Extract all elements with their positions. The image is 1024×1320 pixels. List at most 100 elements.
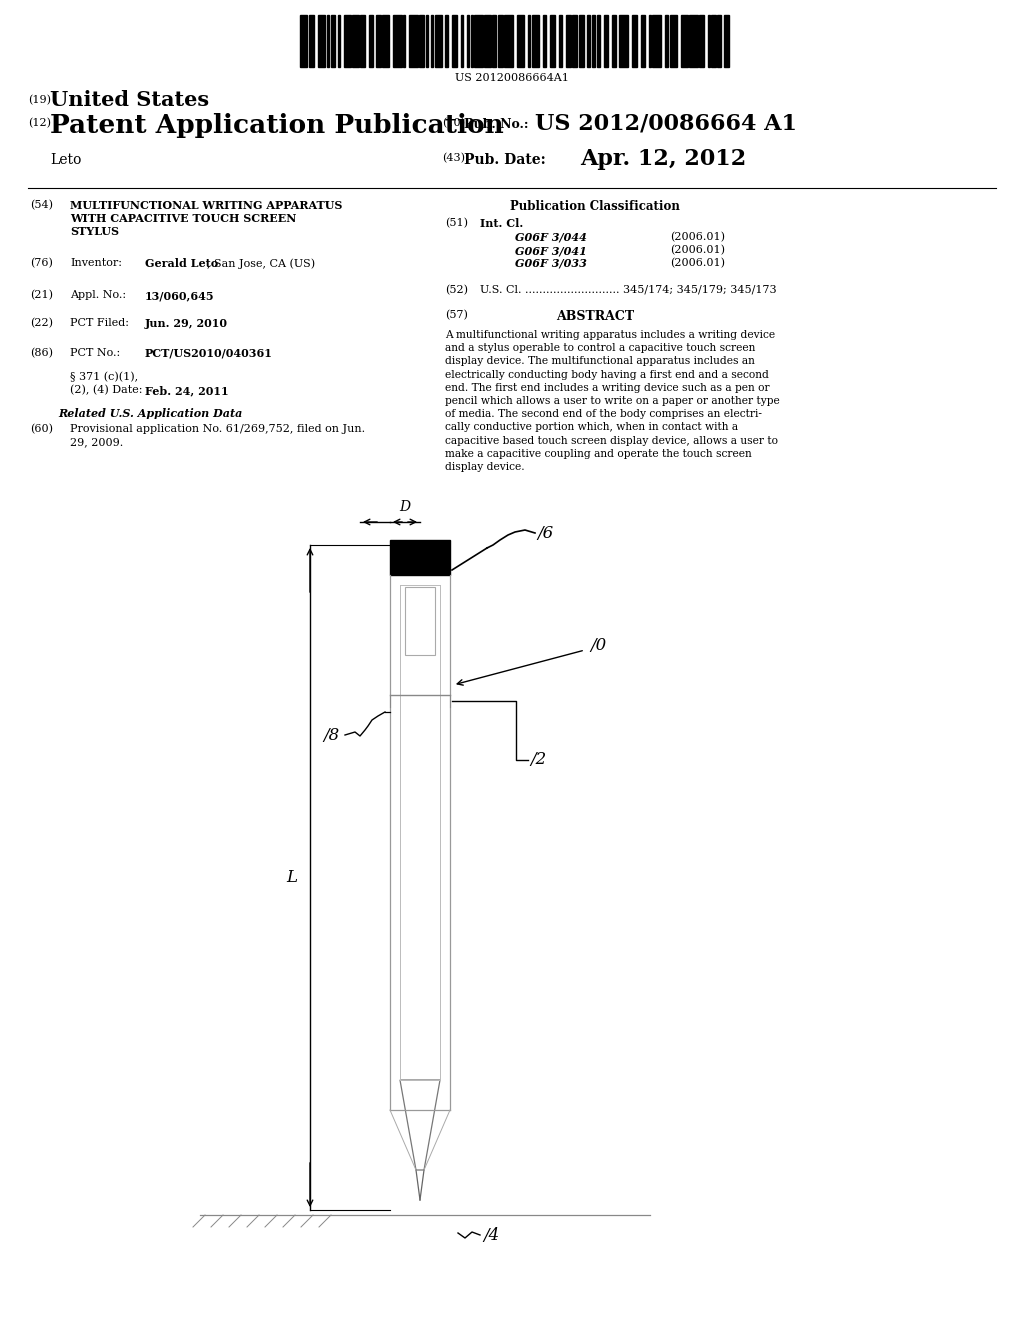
- Bar: [618, 15, 628, 67]
- Text: (21): (21): [30, 290, 53, 301]
- Bar: [426, 15, 428, 67]
- Bar: [604, 15, 608, 67]
- Text: Inventor:: Inventor:: [70, 257, 122, 268]
- Bar: [327, 15, 329, 67]
- Bar: [471, 15, 473, 67]
- Text: (57): (57): [445, 310, 468, 321]
- Bar: [592, 15, 595, 67]
- Bar: [403, 15, 406, 67]
- Text: /2: /2: [530, 751, 546, 768]
- Text: Related U.S. Application Data: Related U.S. Application Data: [57, 408, 243, 418]
- Text: Publication Classification: Publication Classification: [510, 201, 680, 213]
- Bar: [543, 15, 546, 67]
- Text: (43): (43): [442, 153, 465, 164]
- Text: Patent Application Publication: Patent Application Publication: [50, 114, 504, 139]
- Bar: [390, 540, 450, 576]
- Bar: [652, 15, 662, 67]
- Bar: [445, 15, 449, 67]
- Bar: [467, 15, 469, 67]
- Bar: [318, 15, 325, 67]
- Bar: [689, 15, 698, 67]
- Text: (22): (22): [30, 318, 53, 329]
- Text: G06F 3/044: G06F 3/044: [515, 232, 587, 243]
- Text: US 2012/0086664 A1: US 2012/0086664 A1: [535, 114, 797, 135]
- Text: display device.: display device.: [445, 462, 524, 473]
- Bar: [550, 15, 555, 67]
- Bar: [344, 15, 351, 67]
- Text: /8: /8: [324, 726, 340, 743]
- Bar: [681, 15, 688, 67]
- Bar: [579, 15, 584, 67]
- Text: PCT/US2010/040361: PCT/US2010/040361: [145, 348, 272, 359]
- Text: end. The first end includes a writing device such as a pen or: end. The first end includes a writing de…: [445, 383, 770, 393]
- Text: (19): (19): [28, 95, 51, 106]
- Bar: [331, 15, 335, 67]
- Text: Int. Cl.: Int. Cl.: [480, 218, 523, 228]
- Bar: [382, 15, 389, 67]
- Bar: [670, 15, 677, 67]
- Bar: [632, 15, 637, 67]
- Bar: [717, 15, 721, 67]
- Text: Apr. 12, 2012: Apr. 12, 2012: [580, 148, 746, 170]
- Bar: [474, 15, 483, 67]
- Bar: [566, 15, 571, 67]
- Bar: [431, 15, 433, 67]
- Text: cally conductive portion which, when in contact with a: cally conductive portion which, when in …: [445, 422, 738, 433]
- Text: (86): (86): [30, 348, 53, 358]
- Bar: [587, 15, 590, 67]
- Text: 29, 2009.: 29, 2009.: [70, 437, 123, 447]
- Text: WITH CAPACITIVE TOUCH SCREEN: WITH CAPACITIVE TOUCH SCREEN: [70, 213, 296, 224]
- Bar: [504, 15, 513, 67]
- Text: Appl. No.:: Appl. No.:: [70, 290, 126, 300]
- Text: Pub. No.:: Pub. No.:: [464, 117, 528, 131]
- Bar: [699, 15, 705, 67]
- Text: § 371 (c)(1),: § 371 (c)(1),: [70, 372, 138, 383]
- Bar: [649, 15, 651, 67]
- Bar: [369, 15, 373, 67]
- Text: Pub. Date:: Pub. Date:: [464, 153, 546, 168]
- Bar: [309, 15, 314, 67]
- Bar: [360, 15, 365, 67]
- Bar: [435, 15, 442, 67]
- Bar: [724, 15, 729, 67]
- Text: 13/060,645: 13/060,645: [145, 290, 215, 301]
- Text: (52): (52): [445, 285, 468, 296]
- Bar: [452, 15, 457, 67]
- Bar: [419, 15, 424, 67]
- Text: pencil which allows a user to write on a paper or another type: pencil which allows a user to write on a…: [445, 396, 779, 407]
- Bar: [532, 15, 539, 67]
- Bar: [409, 15, 418, 67]
- Bar: [528, 15, 530, 67]
- Text: /0: /0: [590, 636, 606, 653]
- Text: (2), (4) Date:: (2), (4) Date:: [70, 385, 142, 396]
- Text: , San Jose, CA (US): , San Jose, CA (US): [207, 257, 315, 268]
- Text: of media. The second end of the body comprises an electri-: of media. The second end of the body com…: [445, 409, 762, 420]
- Text: electrically conducting body having a first end and a second: electrically conducting body having a fi…: [445, 370, 769, 380]
- Text: (60): (60): [30, 424, 53, 434]
- Text: US 20120086664A1: US 20120086664A1: [455, 73, 569, 83]
- Bar: [559, 15, 562, 67]
- Bar: [708, 15, 710, 67]
- Bar: [461, 15, 463, 67]
- Text: (51): (51): [445, 218, 468, 228]
- Text: Leto: Leto: [50, 153, 81, 168]
- Text: D: D: [399, 500, 411, 513]
- Bar: [665, 15, 668, 67]
- Bar: [517, 15, 524, 67]
- Text: U.S. Cl. ........................... 345/174; 345/179; 345/173: U.S. Cl. ........................... 345…: [480, 285, 776, 294]
- Text: make a capacitive coupling and operate the touch screen: make a capacitive coupling and operate t…: [445, 449, 752, 459]
- Bar: [711, 15, 716, 67]
- Bar: [612, 15, 616, 67]
- Text: capacitive based touch screen display device, allows a user to: capacitive based touch screen display de…: [445, 436, 778, 446]
- Text: PCT No.:: PCT No.:: [70, 348, 120, 358]
- Bar: [338, 15, 340, 67]
- Text: (2006.01): (2006.01): [670, 257, 725, 268]
- Text: /6: /6: [537, 524, 553, 541]
- Text: Feb. 24, 2011: Feb. 24, 2011: [145, 385, 228, 396]
- Text: display device. The multifunctional apparatus includes an: display device. The multifunctional appa…: [445, 356, 755, 367]
- Polygon shape: [400, 1080, 440, 1170]
- Text: STYLUS: STYLUS: [70, 226, 119, 238]
- Text: United States: United States: [50, 90, 209, 110]
- Bar: [597, 15, 600, 67]
- Bar: [393, 15, 402, 67]
